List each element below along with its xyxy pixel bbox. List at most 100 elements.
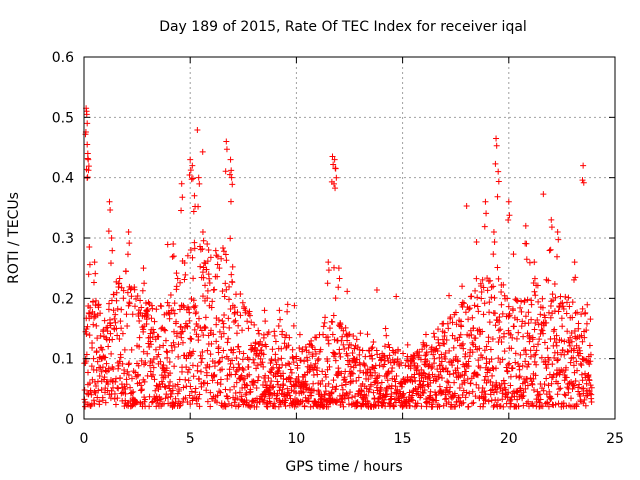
data-point [422, 331, 429, 338]
data-point [481, 223, 488, 230]
data-point [490, 283, 497, 290]
data-point [84, 369, 91, 376]
data-point [580, 385, 587, 392]
data-point [128, 375, 135, 382]
data-point [215, 343, 222, 350]
data-point [206, 363, 213, 370]
data-point [336, 275, 343, 282]
data-point [345, 331, 352, 338]
data-point [147, 341, 154, 348]
data-point [160, 342, 167, 349]
data-point [473, 381, 480, 388]
data-point [142, 300, 149, 307]
data-point [581, 334, 588, 341]
data-point [196, 376, 203, 383]
data-point [535, 321, 542, 328]
data-point [584, 372, 591, 379]
data-point [142, 396, 149, 403]
data-point [340, 403, 347, 410]
data-point [548, 216, 555, 223]
data-point [128, 389, 135, 396]
data-point [233, 368, 240, 375]
data-point [140, 265, 147, 272]
data-point [187, 335, 194, 342]
data-point [280, 375, 287, 382]
data-point [112, 311, 119, 318]
data-point [272, 351, 279, 358]
data-point [291, 302, 298, 309]
data-point [189, 175, 196, 182]
data-point [374, 380, 381, 387]
data-point [131, 303, 138, 310]
data-point [498, 288, 505, 295]
data-point [271, 332, 278, 339]
data-point [182, 394, 189, 401]
data-point [521, 299, 528, 306]
data-point [509, 364, 516, 371]
data-point [500, 403, 507, 410]
data-point [227, 360, 234, 367]
data-point [178, 334, 185, 341]
data-point [326, 325, 333, 332]
data-point [214, 392, 221, 399]
data-point [346, 331, 353, 338]
data-point [138, 386, 145, 393]
data-point [146, 403, 153, 410]
data-point [533, 347, 540, 354]
data-point [325, 259, 332, 266]
data-point [574, 309, 581, 316]
data-point [450, 393, 457, 400]
data-point [236, 364, 243, 371]
data-point [369, 355, 376, 362]
data-point [128, 346, 135, 353]
data-point [86, 332, 93, 339]
data-point [201, 379, 208, 386]
data-point [214, 253, 221, 260]
data-point [191, 192, 198, 199]
data-point [325, 340, 332, 347]
data-point [102, 399, 109, 406]
data-point [342, 324, 349, 331]
data-point [125, 371, 132, 378]
data-point [540, 330, 547, 337]
data-point [187, 383, 194, 390]
data-point [357, 367, 364, 374]
data-point [537, 396, 544, 403]
data-point [391, 359, 398, 366]
data-point [385, 341, 392, 348]
data-point [156, 396, 163, 403]
data-point [227, 198, 234, 205]
data-point [162, 395, 169, 402]
data-point [84, 323, 91, 330]
data-point [149, 334, 156, 341]
data-point [527, 347, 534, 354]
data-point [162, 384, 169, 391]
data-point [464, 375, 471, 382]
data-point [462, 350, 469, 357]
data-point [90, 298, 97, 305]
data-point [208, 340, 215, 347]
data-point [510, 251, 517, 258]
data-point [580, 179, 587, 186]
data-point [322, 374, 329, 381]
data-point [170, 339, 177, 346]
data-point [113, 289, 120, 296]
data-point [526, 338, 533, 345]
y-tick-label: 0 [65, 412, 74, 428]
data-point [389, 365, 396, 372]
data-point [192, 302, 199, 309]
data-point [427, 388, 434, 395]
data-point [116, 336, 123, 343]
data-point [233, 330, 240, 337]
data-point [147, 338, 154, 345]
data-point [216, 358, 223, 365]
data-point [227, 235, 234, 242]
data-point [501, 348, 508, 355]
data-point [486, 319, 493, 326]
data-point [465, 363, 472, 370]
data-point [516, 366, 523, 373]
data-point [164, 349, 171, 356]
data-point [446, 371, 453, 378]
data-point [124, 368, 131, 375]
data-point [186, 317, 193, 324]
